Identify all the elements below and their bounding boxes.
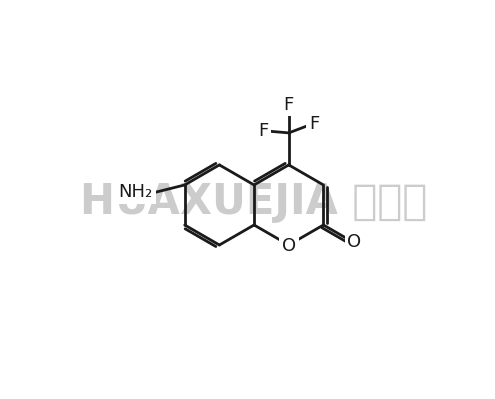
Text: F: F: [284, 95, 294, 114]
Text: F: F: [258, 122, 268, 140]
Text: O: O: [282, 237, 296, 255]
Text: O: O: [347, 233, 361, 251]
Text: HUAXUEJIA 化学加: HUAXUEJIA 化学加: [80, 181, 428, 223]
Text: NH₂: NH₂: [119, 183, 153, 201]
Text: F: F: [309, 115, 319, 133]
